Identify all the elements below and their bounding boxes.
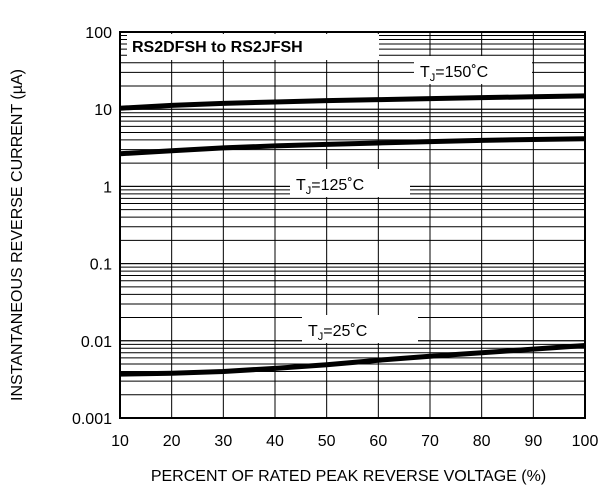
x-tick-label: 30 bbox=[214, 433, 232, 450]
x-tick-label: 100 bbox=[572, 433, 599, 450]
x-axis-title: PERCENT OF RATED PEAK REVERSE VOLTAGE (%… bbox=[151, 468, 546, 485]
chart-title: RS2DFSH to RS2JFSH bbox=[132, 39, 303, 56]
y-tick-label: 1 bbox=[103, 179, 112, 196]
x-tick-label: 70 bbox=[421, 433, 439, 450]
series-label: TJ=150˚C bbox=[420, 64, 488, 84]
x-tick-label: 50 bbox=[318, 433, 336, 450]
x-tick-label: 40 bbox=[266, 433, 284, 450]
plot-frame bbox=[119, 31, 586, 419]
series-line bbox=[119, 342, 586, 377]
y-axis-title: INSTANTANEOUS REVERSE CURRENT (µA) bbox=[9, 69, 26, 401]
y-tick-label: 10 bbox=[94, 102, 112, 119]
label-background-layer bbox=[127, 34, 532, 343]
series-line bbox=[119, 93, 586, 111]
y-tick-label: 100 bbox=[85, 25, 112, 42]
x-tick-label: 10 bbox=[111, 433, 129, 450]
x-tick-label: 20 bbox=[163, 433, 181, 450]
series-line bbox=[119, 136, 586, 157]
y-tick-label: 0.1 bbox=[90, 257, 112, 274]
series-label: TJ=125˚C bbox=[296, 177, 364, 197]
series-layer bbox=[119, 93, 586, 377]
x-tick-label: 60 bbox=[369, 433, 387, 450]
y-tick-label: 0.001 bbox=[72, 411, 112, 428]
frame-layer bbox=[119, 31, 586, 419]
series-label: TJ=25˚C bbox=[308, 323, 367, 343]
x-tick-label: 80 bbox=[473, 433, 491, 450]
series-label-background bbox=[302, 315, 418, 343]
y-tick-label: 0.01 bbox=[81, 334, 112, 351]
series-label-background bbox=[414, 56, 532, 84]
series-label-background bbox=[290, 169, 410, 197]
text-layer: RS2DFSH to RS2JFSH TJ=150˚C TJ=125˚C TJ=25˚… bbox=[9, 25, 598, 485]
x-tick-label: 90 bbox=[524, 433, 542, 450]
title-background bbox=[127, 34, 379, 60]
